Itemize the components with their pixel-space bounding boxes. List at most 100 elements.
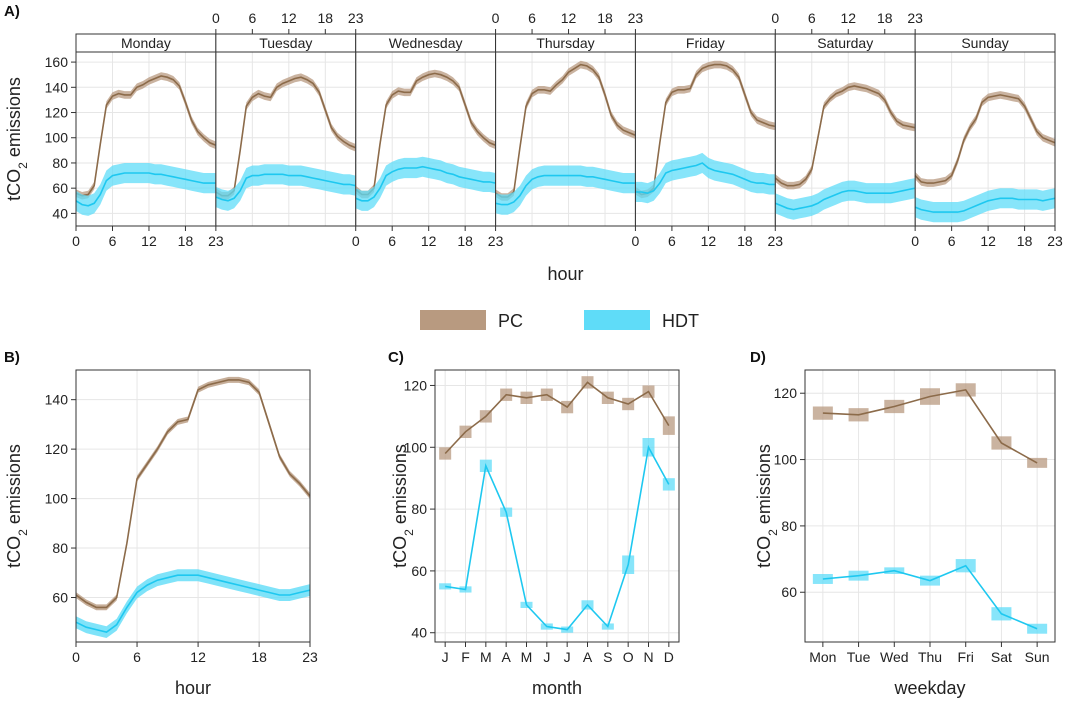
x-tick-label: J: [543, 649, 550, 665]
y-axis-label: tCO2 emissions: [390, 444, 416, 568]
y-axis-label: tCO2 emissions: [754, 444, 780, 568]
err-box-hdt-j: [439, 583, 452, 590]
err-box-hdt-mon: [812, 574, 833, 584]
y-axis-label-rest: emissions: [754, 444, 774, 529]
x-tick-label: Fri: [958, 649, 974, 665]
panel-label-b: B): [4, 349, 20, 366]
y-axis-label-main: tCO: [4, 536, 24, 568]
panel-label-a: A): [4, 3, 20, 20]
x-tick-label: 23: [208, 233, 224, 249]
x-tick-label: Sat: [991, 649, 1012, 665]
x-axis-label: hour: [547, 264, 583, 284]
y-tick-label: 120: [45, 105, 69, 121]
y-tick-label: 60: [411, 563, 427, 579]
x-tick-label-top: 23: [348, 10, 364, 26]
panel-label-d: D): [750, 349, 766, 366]
y-tick-label: 100: [404, 439, 428, 455]
x-tick-label: 23: [488, 233, 504, 249]
y-axis-label: tCO2 emissions: [4, 444, 30, 568]
legend-label-pc: PC: [498, 311, 523, 331]
x-axis-label: month: [532, 678, 582, 698]
y-tick-label: 60: [781, 584, 797, 600]
x-tick-label: M: [521, 649, 533, 665]
line-pc-thursday: [495, 63, 636, 198]
strip-label: Friday: [686, 35, 725, 51]
line-hdt-wednesday: [355, 165, 496, 202]
x-tick-label: 18: [457, 233, 473, 249]
y-tick-label: 40: [52, 205, 68, 221]
y-tick-label: 100: [45, 130, 69, 146]
legend-swatch-pc: [420, 310, 486, 330]
y-tick-label: 80: [781, 518, 797, 534]
x-tick-label-top: 23: [907, 10, 923, 26]
x-tick-label: 12: [141, 233, 157, 249]
x-tick-label-top: 6: [808, 10, 816, 26]
x-tick-label: 0: [911, 233, 919, 249]
y-tick-label: 120: [45, 441, 69, 457]
legend-item-hdt: HDT: [584, 310, 699, 331]
plot-frame: [434, 369, 680, 643]
band-hdt-sunday: [915, 188, 1055, 223]
x-tick-label: 6: [133, 649, 141, 665]
y-tick-label: 80: [52, 155, 68, 171]
strip-label: Wednesday: [389, 35, 463, 51]
band-pc-saturday: [775, 82, 916, 190]
strip-label: Thursday: [536, 35, 594, 51]
y-axis-label-main: tCO: [390, 536, 410, 568]
x-tick-label: F: [461, 649, 470, 665]
x-tick-label: 12: [701, 233, 717, 249]
line-pc: [75, 379, 311, 609]
x-axis-label: hour: [175, 678, 211, 698]
x-tick-label: 12: [190, 649, 206, 665]
x-tick-label: Tue: [847, 649, 871, 665]
x-tick-label: M: [480, 649, 492, 665]
legend-item-pc: PC: [420, 310, 523, 331]
x-tick-label: 6: [948, 233, 956, 249]
legend-swatch-hdt: [584, 310, 650, 330]
x-tick-label-top: 23: [628, 10, 644, 26]
line-pc-saturday: [774, 85, 916, 187]
y-axis-label-sub: 2: [16, 162, 30, 169]
line-pc: [444, 381, 670, 455]
x-tick-label: 18: [1017, 233, 1033, 249]
line-hdt: [822, 564, 1038, 630]
x-tick-label-top: 0: [771, 10, 779, 26]
plot-frame: [75, 369, 311, 643]
x-tick-label-top: 18: [597, 10, 613, 26]
y-tick-label: 80: [411, 501, 427, 517]
panel-label-c: C): [388, 349, 404, 366]
x-tick-label: N: [643, 649, 653, 665]
facet-sunday: Sunday 0 6 12 18 23: [911, 33, 1063, 249]
x-tick-label-top: 6: [528, 10, 536, 26]
legend-label-hdt: HDT: [662, 311, 699, 331]
x-tick-label: D: [664, 649, 674, 665]
y-axis-label-sub: 2: [766, 529, 780, 536]
band-hdt-saturday: [775, 178, 916, 220]
legend: PC HDT: [420, 310, 699, 331]
y-tick-label: 120: [404, 377, 428, 393]
strip-label: Sunday: [961, 35, 1008, 51]
x-tick-label: 0: [632, 233, 640, 249]
y-axis-label-sub: 2: [16, 529, 30, 536]
x-tick-label: A: [583, 649, 593, 665]
line-hdt-saturday: [774, 187, 916, 211]
strip-label: Monday: [121, 35, 171, 51]
line-hdt: [445, 444, 670, 631]
line-hdt: [75, 574, 311, 633]
y-tick-label: 80: [52, 540, 68, 556]
x-tick-label: 23: [1047, 233, 1063, 249]
x-tick-label: 6: [109, 233, 117, 249]
err-box-hdt-sun: [1027, 623, 1048, 634]
x-tick-label: Wed: [880, 649, 909, 665]
facet-monday: Monday 0 6 12 18 23: [72, 33, 224, 249]
x-tick-label: 23: [767, 233, 783, 249]
line-pc-tuesday: [215, 76, 357, 197]
line-pc: [822, 389, 1038, 464]
x-tick-label: Mon: [809, 649, 836, 665]
x-tick-label: 6: [388, 233, 396, 249]
line-hdt-monday: [75, 172, 216, 207]
x-tick-label-top: 12: [840, 10, 856, 26]
y-tick-label: 160: [45, 54, 69, 70]
